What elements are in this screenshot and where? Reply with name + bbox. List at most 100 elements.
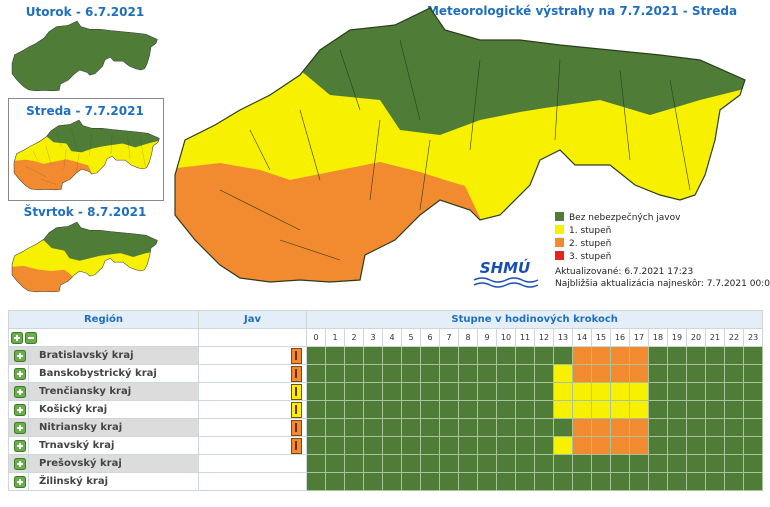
hour-cell	[553, 472, 573, 491]
hour-cell	[534, 346, 554, 365]
hour-cell	[382, 454, 402, 473]
hour-label: 11	[515, 328, 535, 347]
hour-label: 1	[325, 328, 345, 347]
hour-cell	[705, 454, 725, 473]
region-name[interactable]: Nitriansky kraj	[28, 418, 199, 437]
hour-cell	[705, 418, 725, 437]
hour-cell	[724, 400, 744, 419]
hour-cell	[591, 454, 611, 473]
logo: SHMÚ	[473, 258, 539, 288]
hour-cell	[363, 346, 383, 365]
hour-cell	[572, 400, 592, 419]
hour-cell	[591, 346, 611, 365]
hour-cell	[572, 436, 592, 455]
region-name[interactable]: Prešovský kraj	[28, 454, 199, 473]
hour-cell	[325, 382, 345, 401]
expand-button[interactable]	[13, 457, 26, 470]
hour-cell	[629, 382, 649, 401]
expand-button[interactable]	[11, 331, 23, 344]
day-map[interactable]	[8, 221, 161, 296]
expand-button[interactable]	[13, 403, 26, 416]
hour-cell	[477, 418, 497, 437]
hour-cell	[439, 418, 459, 437]
region-row: Bratislavský kraj	[8, 346, 764, 365]
expand-button[interactable]	[13, 385, 26, 398]
hour-cell	[477, 382, 497, 401]
hour-cell	[477, 400, 497, 419]
day-map[interactable]	[10, 119, 163, 194]
hour-cell	[382, 436, 402, 455]
region-name[interactable]: Žilinský kraj	[28, 472, 199, 491]
hour-cell	[629, 418, 649, 437]
day-label[interactable]: Štvrtok - 8.7.2021	[24, 204, 147, 219]
hour-cell	[648, 436, 668, 455]
hour-cell	[705, 346, 725, 365]
expand-button[interactable]	[13, 367, 26, 380]
hour-cell	[439, 382, 459, 401]
hour-cell	[306, 364, 326, 383]
hour-cell	[382, 364, 402, 383]
hour-cell	[591, 418, 611, 437]
legend-swatch	[555, 225, 564, 234]
expand-button[interactable]	[13, 349, 26, 362]
hour-cell	[686, 364, 706, 383]
day-label[interactable]: Utorok - 6.7.2021	[26, 5, 144, 19]
expand-button[interactable]	[13, 475, 26, 488]
region-row: Prešovský kraj	[8, 454, 764, 473]
expand-button[interactable]	[13, 439, 26, 452]
hour-cell	[363, 418, 383, 437]
jav-icon	[291, 348, 302, 364]
region-name[interactable]: Banskobystrický kraj	[28, 364, 199, 383]
hour-cell	[534, 436, 554, 455]
legend-label: 1. stupeň	[569, 225, 611, 236]
hour-cell	[401, 418, 421, 437]
hour-cell	[572, 418, 592, 437]
hour-cell	[458, 346, 478, 365]
collapse-all[interactable]	[25, 331, 37, 344]
region-name[interactable]: Trnavský kraj	[28, 436, 199, 455]
hour-cell	[496, 400, 516, 419]
hour-cell	[572, 382, 592, 401]
hour-label: 14	[572, 328, 592, 347]
hour-cell	[515, 364, 535, 383]
hour-cell	[667, 382, 687, 401]
hour-label: 16	[610, 328, 630, 347]
region-name[interactable]: Košický kraj	[28, 400, 199, 419]
hour-cell	[686, 418, 706, 437]
hour-cell	[496, 382, 516, 401]
hour-cell	[458, 436, 478, 455]
hour-cell	[648, 418, 668, 437]
hour-cell	[742, 418, 764, 437]
region-name[interactable]: Trenčiansky kraj	[28, 382, 199, 401]
hour-cell	[648, 346, 668, 365]
hour-cell	[686, 472, 706, 491]
hour-cell	[515, 418, 535, 437]
day-label[interactable]: Streda - 7.7.2021	[26, 104, 144, 118]
hour-cell	[496, 472, 516, 491]
jav-icon	[291, 384, 302, 400]
region-name[interactable]: Bratislavský kraj	[28, 346, 199, 365]
hour-cell	[363, 454, 383, 473]
expand-button[interactable]	[13, 421, 26, 434]
hour-cell	[742, 436, 764, 455]
hour-cell	[724, 382, 744, 401]
hour-cell	[496, 418, 516, 437]
hour-cell	[742, 346, 764, 365]
hour-label: 21	[705, 328, 725, 347]
hour-label: 0	[306, 328, 326, 347]
hour-cell	[477, 346, 497, 365]
tools-cell	[8, 328, 199, 347]
day-map[interactable]	[11, 20, 158, 92]
hour-cell	[629, 364, 649, 383]
legend-label: 2. stupeň	[569, 238, 611, 249]
hour-cell	[534, 364, 554, 383]
region-row: Trenčiansky kraj	[8, 382, 764, 401]
hour-cell	[553, 418, 573, 437]
hour-cell	[439, 454, 459, 473]
hour-cell	[742, 364, 764, 383]
expand-cell	[8, 346, 29, 365]
hour-cell	[344, 400, 364, 419]
hour-label: 3	[363, 328, 383, 347]
expand-cell	[8, 400, 29, 419]
legend-swatch	[555, 212, 564, 221]
